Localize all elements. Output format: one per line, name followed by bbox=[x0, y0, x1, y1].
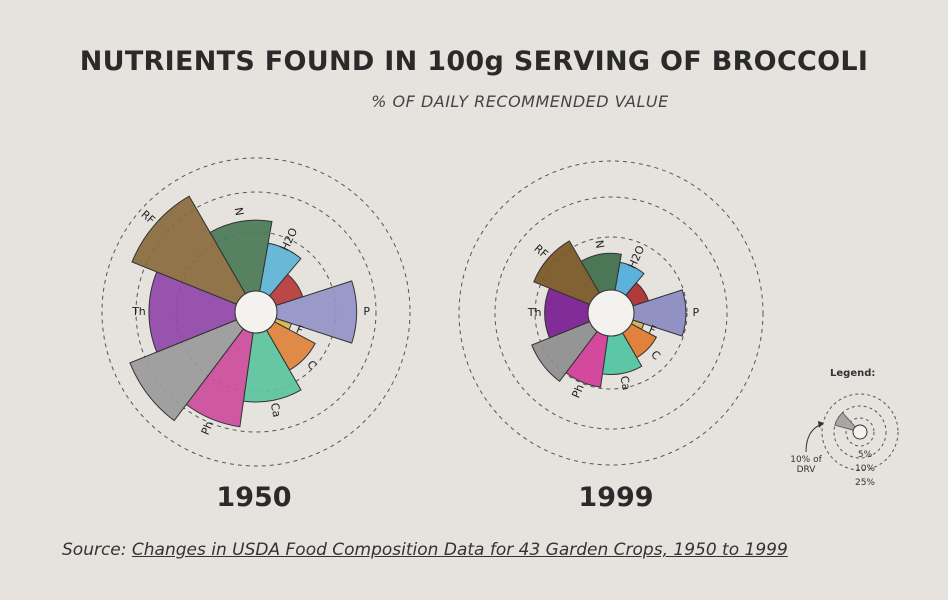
chart-subtitle: % OF DAILY RECOMMENDED VALUE bbox=[371, 92, 669, 111]
legend-arrow bbox=[805, 423, 823, 453]
sector-label-ph: Ph bbox=[569, 382, 586, 400]
sector-label-th: Th bbox=[131, 305, 146, 318]
chart-year-1999: 1999 bbox=[578, 482, 654, 513]
sector-label-h2o: H2O bbox=[626, 243, 648, 270]
sector-label-c: C bbox=[304, 358, 319, 373]
legend-title: Legend: bbox=[830, 368, 876, 379]
source-link[interactable]: Changes in USDA Food Composition Data fo… bbox=[131, 540, 788, 560]
ring-2 bbox=[458, 160, 764, 466]
legend-ring-0 bbox=[845, 417, 875, 447]
chart-title: NUTRIENTS FOUND IN 100g SERVING OF BROCC… bbox=[79, 46, 869, 77]
center-hole bbox=[587, 289, 635, 337]
sector-label-ca: Ca bbox=[268, 402, 284, 419]
legend-ring-1 bbox=[833, 405, 887, 459]
legend-center bbox=[852, 424, 868, 440]
source-line: Source: Changes in USDA Food Composition… bbox=[62, 540, 788, 560]
ring-1 bbox=[494, 196, 728, 430]
sector-label-p: P bbox=[363, 305, 370, 318]
ring-2 bbox=[101, 157, 411, 467]
sector-label-p: P bbox=[693, 306, 700, 319]
source-prefix: Source: bbox=[62, 540, 127, 560]
legend-graphic bbox=[805, 393, 899, 471]
legend-ring-label-10: 10% bbox=[854, 464, 875, 474]
legend-note-line2: DRV bbox=[796, 465, 816, 475]
sector-label-n: N bbox=[592, 239, 606, 249]
legend-ring-label-5: 5% bbox=[857, 450, 873, 460]
sector-label-n: N bbox=[232, 206, 246, 216]
center-hole bbox=[234, 290, 278, 334]
ring-0 bbox=[534, 236, 688, 390]
sector-label-f: F bbox=[294, 323, 305, 337]
ring-1 bbox=[135, 191, 377, 433]
sector-label-f: F bbox=[647, 323, 658, 337]
legend-sample-sector bbox=[834, 412, 856, 431]
legend-note: 10% of DRV bbox=[786, 455, 826, 475]
sector-label-th: Th bbox=[527, 306, 542, 319]
sector-label-c: C bbox=[648, 348, 663, 363]
legend-note-line1: 10% of bbox=[790, 455, 822, 465]
legend-arrowhead bbox=[818, 421, 824, 428]
legend-ring-label-25: 25% bbox=[854, 478, 875, 488]
chart-year-1950: 1950 bbox=[216, 482, 292, 513]
sector-label-ca: Ca bbox=[617, 375, 633, 392]
legend-ring-2 bbox=[821, 393, 899, 471]
sector-label-ph: Ph bbox=[199, 419, 216, 437]
sector-label-h2o: H2O bbox=[278, 226, 300, 253]
